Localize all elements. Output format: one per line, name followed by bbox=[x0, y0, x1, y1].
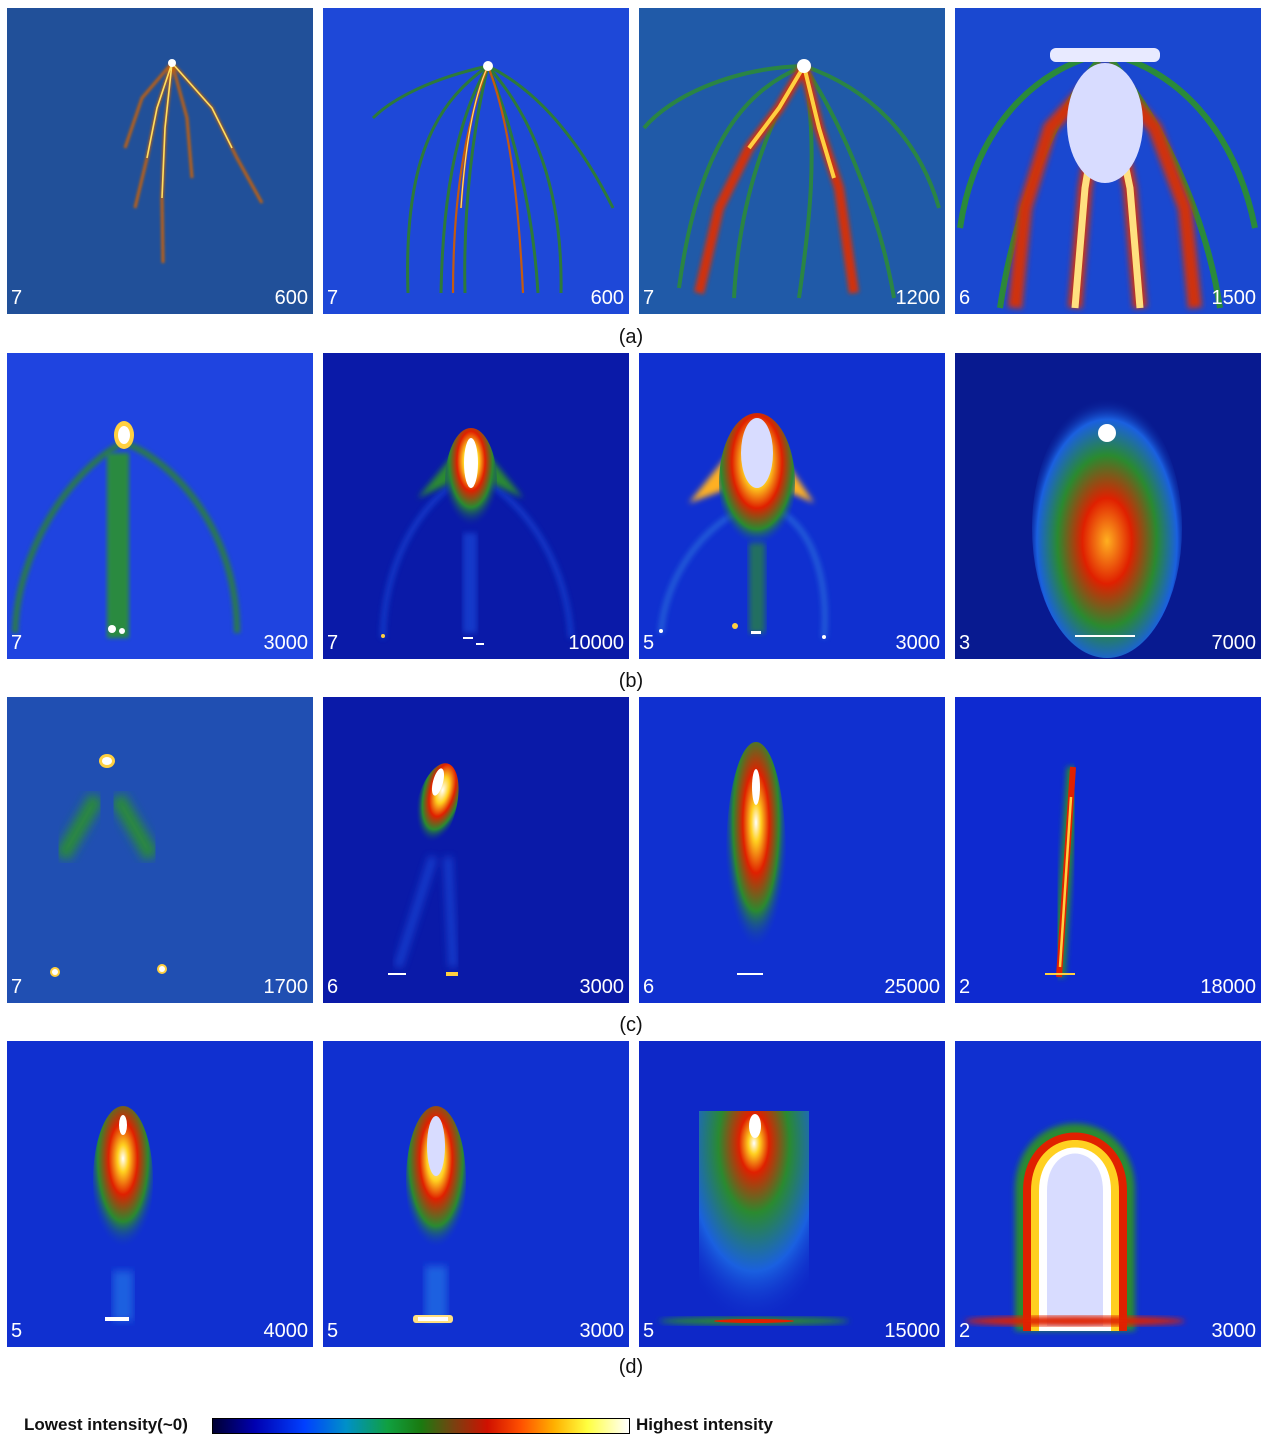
panel-d2: 5 3000 bbox=[323, 1041, 629, 1347]
colorbar-low-label: Lowest intensity(~0) bbox=[24, 1415, 188, 1434]
panel-d4-right-label: 3000 bbox=[1211, 1320, 1257, 1342]
panel-d2-left-label: 5 bbox=[327, 1320, 339, 1342]
panel-a2-image bbox=[323, 8, 629, 314]
panel-c2-left-label: 6 bbox=[327, 976, 339, 998]
colorbar-high-label: Highest intensity bbox=[636, 1415, 773, 1434]
panel-d4-image bbox=[955, 1041, 1261, 1347]
panel-b2: 7 10000 bbox=[323, 353, 629, 659]
caption-d: (d) bbox=[618, 1356, 644, 1378]
panel-b2-left-label: 7 bbox=[327, 632, 339, 654]
caption-b: (b) bbox=[618, 670, 644, 692]
panel-d2-image bbox=[323, 1041, 629, 1347]
panel-a4-left-label: 6 bbox=[959, 287, 971, 309]
panel-b1-image bbox=[7, 353, 313, 659]
panel-c3-image bbox=[639, 697, 945, 1003]
panel-c4-image bbox=[955, 697, 1261, 1003]
panel-d3-right-label: 15000 bbox=[884, 1320, 940, 1342]
panel-d1: 5 4000 bbox=[7, 1041, 313, 1347]
panel-a4-right-label: 1500 bbox=[1211, 287, 1257, 309]
panel-d1-left-label: 5 bbox=[11, 1320, 23, 1342]
panel-a1-left-label: 7 bbox=[11, 287, 23, 309]
caption-c: (c) bbox=[619, 1014, 643, 1036]
panel-c1-image bbox=[7, 697, 313, 1003]
panel-a2: 7 600 bbox=[323, 8, 629, 314]
caption-a: (a) bbox=[618, 326, 644, 348]
panel-d4: 2 3000 bbox=[955, 1041, 1261, 1347]
panel-d1-right-label: 4000 bbox=[263, 1320, 309, 1342]
panel-a3-right-label: 1200 bbox=[895, 287, 941, 309]
panel-b3-image bbox=[639, 353, 945, 659]
panel-a3: 7 1200 bbox=[639, 8, 945, 314]
panel-d3-image bbox=[639, 1041, 945, 1347]
panel-d1-image bbox=[7, 1041, 313, 1347]
panel-d4-left-label: 2 bbox=[959, 1320, 971, 1342]
panel-a2-right-label: 600 bbox=[590, 287, 624, 309]
panel-a4: 6 1500 bbox=[955, 8, 1261, 314]
panel-b3-left-label: 5 bbox=[643, 632, 655, 654]
panel-b2-image bbox=[323, 353, 629, 659]
panel-d3: 5 15000 bbox=[639, 1041, 945, 1347]
panel-b4: 3 7000 bbox=[955, 353, 1261, 659]
panel-a1-right-label: 600 bbox=[274, 287, 308, 309]
panel-c4-left-label: 2 bbox=[959, 976, 971, 998]
panel-b2-right-label: 10000 bbox=[568, 632, 624, 654]
panel-a3-image bbox=[639, 8, 945, 314]
panel-b1-right-label: 3000 bbox=[263, 632, 309, 654]
panel-b4-right-label: 7000 bbox=[1211, 632, 1257, 654]
panel-c4-right-label: 18000 bbox=[1200, 976, 1256, 998]
panel-c2: 6 3000 bbox=[323, 697, 629, 1003]
panel-a1: 7 600 bbox=[7, 8, 313, 314]
panel-c1-left-label: 7 bbox=[11, 976, 23, 998]
panel-c2-right-label: 3000 bbox=[579, 976, 625, 998]
panel-c1-right-label: 1700 bbox=[263, 976, 309, 998]
panel-b3: 5 3000 bbox=[639, 353, 945, 659]
panel-c3: 6 25000 bbox=[639, 697, 945, 1003]
panel-a1-image bbox=[7, 8, 313, 314]
panel-c3-right-label: 25000 bbox=[884, 976, 940, 998]
panel-c3-left-label: 6 bbox=[643, 976, 655, 998]
panel-d3-left-label: 5 bbox=[643, 1320, 655, 1342]
panel-c4: 2 18000 bbox=[955, 697, 1261, 1003]
panel-b4-left-label: 3 bbox=[959, 632, 971, 654]
panel-a2-left-label: 7 bbox=[327, 287, 339, 309]
panel-c2-image bbox=[323, 697, 629, 1003]
panel-b1: 7 3000 bbox=[7, 353, 313, 659]
colorbar-gradient bbox=[212, 1418, 630, 1434]
panel-c1: 7 1700 bbox=[7, 697, 313, 1003]
panel-a3-left-label: 7 bbox=[643, 287, 655, 309]
panel-b3-right-label: 3000 bbox=[895, 632, 941, 654]
panel-b1-left-label: 7 bbox=[11, 632, 23, 654]
panel-b4-image bbox=[955, 353, 1261, 659]
panel-a4-image bbox=[955, 8, 1261, 314]
panel-d2-right-label: 3000 bbox=[579, 1320, 625, 1342]
